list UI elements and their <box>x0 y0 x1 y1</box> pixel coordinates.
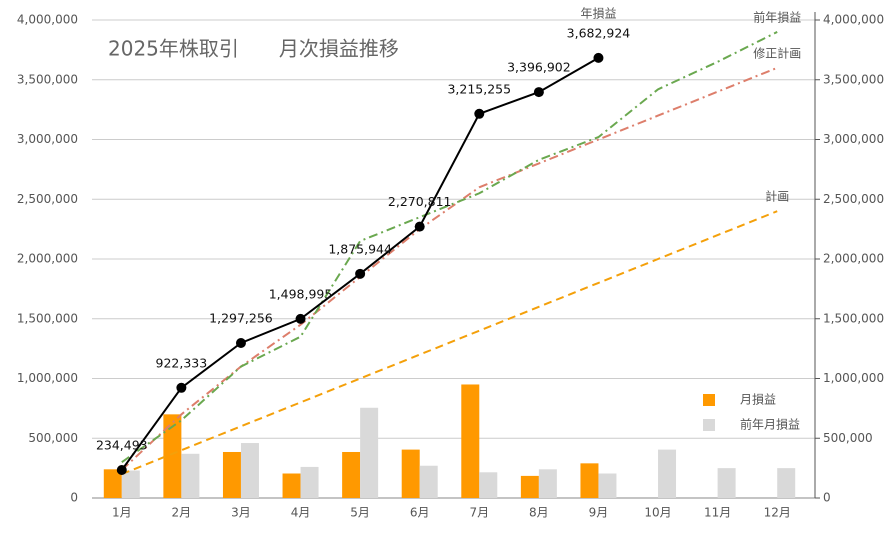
bar <box>419 465 438 498</box>
y-tick-label: 2,000,000 <box>17 252 78 266</box>
data-label: 1,875,944 <box>328 241 392 256</box>
y2-tick-label: 4,000,000 <box>823 13 884 27</box>
bar <box>520 475 539 498</box>
bar <box>163 414 182 498</box>
x-tick-label: 9月 <box>589 506 609 520</box>
bar <box>181 453 200 498</box>
x-tick-label: 8月 <box>529 506 549 520</box>
series-label: 年損益 <box>580 5 616 20</box>
y-tick-label: 2,500,000 <box>17 192 78 206</box>
data-label: 3,215,255 <box>447 81 511 96</box>
bar <box>479 472 498 498</box>
y2-tick-label: 500,000 <box>823 431 873 445</box>
bar <box>282 473 301 498</box>
y2-tick-label: 2,500,000 <box>823 192 884 206</box>
bar <box>717 468 736 498</box>
legend-label: 月損益 <box>740 392 776 407</box>
bar <box>461 384 480 498</box>
point <box>355 268 366 279</box>
x-tick-label: 12月 <box>764 506 791 520</box>
y2-tick-label: 2,000,000 <box>823 252 884 266</box>
bar <box>401 449 420 498</box>
y2-tick-label: 3,500,000 <box>823 72 884 86</box>
x-tick-label: 10月 <box>644 506 671 520</box>
legend-label: 前年月損益 <box>740 417 800 432</box>
x-tick-label: 1月 <box>112 506 132 520</box>
bar <box>777 468 796 498</box>
y-tick-label: 1,500,000 <box>17 311 78 325</box>
line <box>121 66 778 471</box>
point <box>295 313 306 324</box>
point <box>533 87 544 98</box>
data-label: 1,297,256 <box>209 310 273 325</box>
bar <box>222 451 241 498</box>
data-label: 1,498,995 <box>269 286 333 301</box>
x-tick-label: 2月 <box>172 506 192 520</box>
line <box>121 31 778 463</box>
x-tick-label: 11月 <box>704 506 731 520</box>
x-tick-label: 4月 <box>291 506 311 520</box>
y-tick-label: 1,000,000 <box>17 371 78 385</box>
y2-tick-label: 3,000,000 <box>823 132 884 146</box>
bar <box>103 469 122 498</box>
point <box>593 52 604 63</box>
y2-tick-label: 0 <box>823 491 831 505</box>
bar <box>300 466 319 498</box>
data-label: 2,270,811 <box>388 194 452 209</box>
line <box>121 210 778 476</box>
chart-title: 2025年株取引 月次損益推移 <box>108 37 399 61</box>
bar <box>658 449 677 498</box>
y-tick-label: 3,000,000 <box>17 132 78 146</box>
legend-swatch <box>703 419 715 431</box>
point <box>414 221 425 232</box>
data-label: 3,682,924 <box>567 25 631 40</box>
point <box>474 108 485 119</box>
bar <box>360 407 379 498</box>
series-label: 計画 <box>765 189 789 204</box>
bar <box>121 470 140 498</box>
bar <box>240 443 259 498</box>
series-label: 修正計画 <box>753 45 801 60</box>
point <box>176 382 187 393</box>
y2-tick-label: 1,000,000 <box>823 371 884 385</box>
bar <box>580 463 599 498</box>
y-tick-label: 3,500,000 <box>17 72 78 86</box>
x-tick-label: 7月 <box>469 506 489 520</box>
data-label: 234,493 <box>96 437 148 452</box>
legend-swatch <box>703 394 715 406</box>
bar <box>598 473 617 498</box>
x-tick-label: 6月 <box>410 506 430 520</box>
data-label: 922,333 <box>156 355 208 370</box>
bar <box>538 469 557 498</box>
point <box>235 337 246 348</box>
bar <box>342 451 361 498</box>
y-tick-label: 500,000 <box>28 431 78 445</box>
data-label: 3,396,902 <box>507 60 571 75</box>
x-tick-label: 5月 <box>350 506 370 520</box>
y2-tick-label: 1,500,000 <box>823 311 884 325</box>
y-tick-label: 0 <box>70 491 78 505</box>
y-tick-label: 4,000,000 <box>17 13 78 27</box>
series-label: 前年損益 <box>753 9 801 24</box>
x-tick-label: 3月 <box>231 506 251 520</box>
point <box>116 464 127 475</box>
